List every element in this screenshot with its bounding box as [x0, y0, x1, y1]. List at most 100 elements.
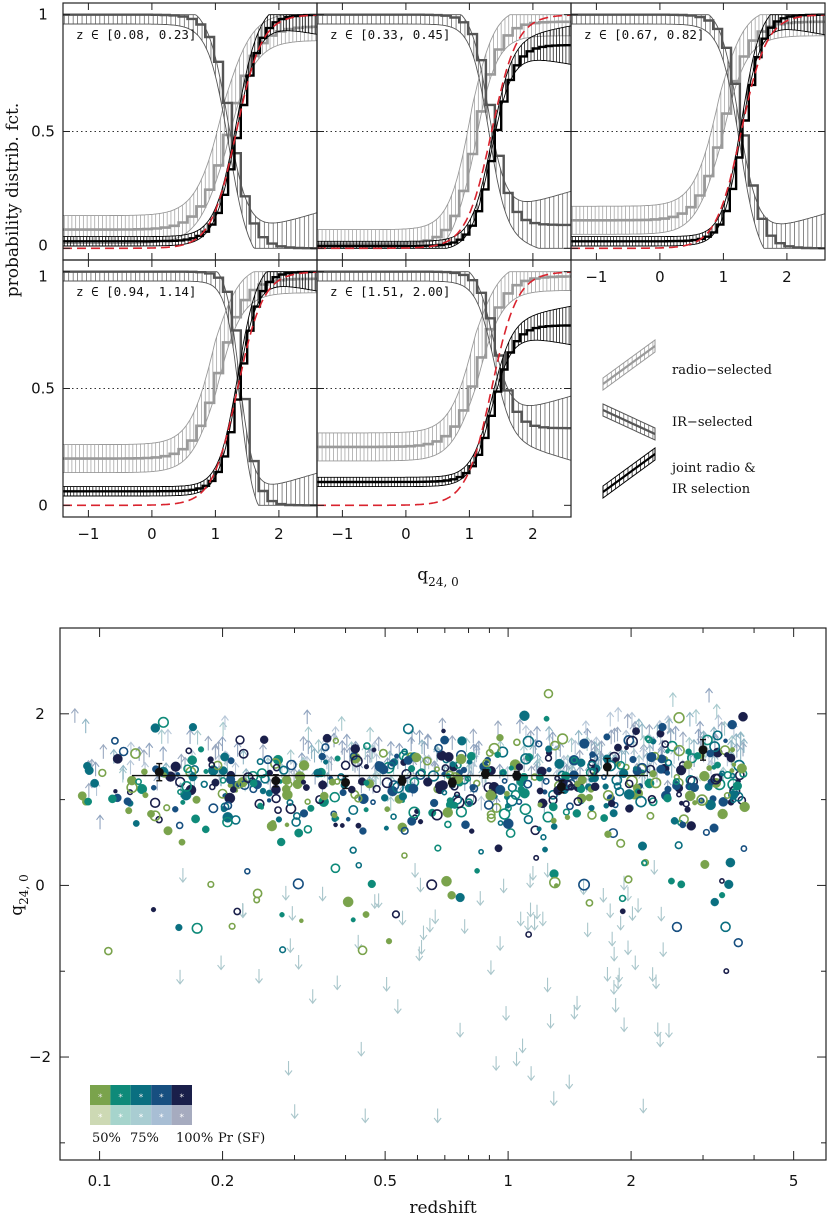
source-point [441, 789, 448, 796]
source-point [163, 826, 173, 836]
arrow-head [176, 978, 184, 985]
source-point [700, 859, 710, 869]
source-point [546, 767, 552, 773]
source-point [590, 782, 600, 792]
source-point [482, 758, 491, 768]
source-point [497, 820, 504, 826]
arrow-head [91, 761, 100, 768]
source-point [674, 841, 683, 850]
arrow-head [145, 742, 154, 749]
arrow-head [657, 915, 666, 922]
arrow-head [318, 895, 327, 902]
source-point [303, 824, 313, 834]
source-point [644, 735, 651, 742]
source-point [543, 715, 550, 722]
source-point [607, 799, 616, 808]
arrow-head [304, 726, 313, 732]
source-point [112, 753, 123, 764]
source-point [604, 830, 612, 838]
legend-label: radio−selected [672, 363, 772, 378]
arrow-head [474, 740, 483, 746]
source-point [619, 908, 626, 915]
source-point [677, 880, 686, 889]
arrow-head [574, 729, 583, 736]
arrow-head [211, 743, 220, 750]
source-point [718, 892, 726, 899]
source-point [486, 810, 496, 820]
source-point [537, 802, 543, 808]
arrow-head [645, 723, 654, 730]
source-point [242, 772, 254, 784]
arrow-head [628, 711, 636, 718]
arrow-head [374, 736, 383, 742]
arrow-head [357, 1051, 366, 1057]
source-point [676, 765, 687, 776]
arrow-head [393, 1008, 402, 1015]
x-tick-label: 0 [401, 525, 411, 543]
source-point [207, 880, 215, 889]
x-tick-label: 0.5 [373, 1172, 397, 1190]
radio-selected-line [317, 275, 571, 449]
source-point [130, 748, 141, 759]
y-tick-label: 0.5 [31, 380, 55, 398]
source-point [113, 789, 118, 794]
x-tick-label: 1 [719, 268, 729, 286]
arrow-head [714, 714, 723, 720]
source-point [333, 822, 338, 828]
source-point [727, 719, 737, 730]
arrow-head [433, 746, 442, 753]
color-key-mark: * [118, 1093, 123, 1103]
source-point [372, 784, 381, 794]
arrow-head [638, 722, 647, 729]
source-point [304, 798, 311, 805]
arrow-head [543, 986, 552, 993]
arrow-head [472, 744, 481, 750]
source-point [292, 878, 304, 890]
arrow-head [419, 934, 428, 941]
arrow-head [178, 877, 187, 883]
source-point [192, 795, 201, 804]
arrow-head [181, 756, 189, 763]
x-tick-label: −1 [77, 525, 99, 543]
arrow-head [657, 744, 666, 751]
source-point [474, 868, 480, 874]
source-point [279, 946, 287, 954]
source-point [423, 777, 433, 787]
ir-selected-line [317, 13, 571, 227]
arrow-head [327, 755, 336, 762]
source-point [256, 768, 268, 779]
source-point [318, 752, 326, 761]
panel-plot-area [317, 270, 571, 507]
source-point [265, 789, 273, 797]
median-marker [271, 776, 281, 786]
source-point [624, 875, 633, 884]
arrow-head [499, 887, 508, 894]
source-point [717, 808, 728, 820]
arrow-head [526, 882, 535, 889]
source-point [483, 800, 494, 810]
arrow-head [303, 709, 312, 715]
legend-label: joint radio & [670, 461, 756, 476]
source-point [587, 760, 597, 771]
source-point [444, 820, 452, 829]
source-point [574, 780, 581, 788]
arrow-head [342, 733, 351, 740]
source-point [469, 828, 475, 834]
color-key-label: 75% [130, 1131, 159, 1146]
arrow-head [650, 869, 659, 875]
ir-selected-line [317, 270, 571, 430]
source-point [613, 782, 622, 791]
median-marker [602, 762, 612, 772]
source-point [588, 804, 595, 812]
source-point [564, 814, 571, 821]
color-key-label: 100% [176, 1131, 213, 1146]
arrow-head [606, 711, 615, 718]
panel-plot-area [63, 270, 317, 507]
joint-selection-line [571, 13, 825, 243]
source-point [646, 752, 657, 763]
arrow-head [533, 913, 541, 920]
source-point [567, 783, 575, 791]
arrow-head [666, 727, 675, 734]
source-point [632, 727, 640, 736]
source-point [710, 897, 719, 907]
